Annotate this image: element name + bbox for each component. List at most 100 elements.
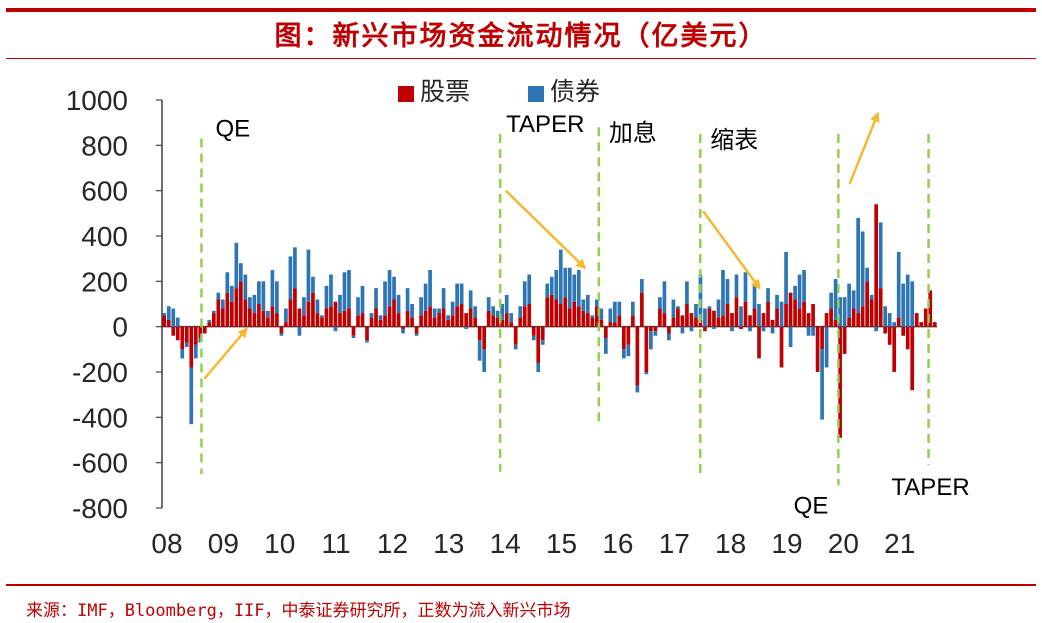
equity-bar (536, 326, 541, 363)
equity-bar (658, 308, 662, 327)
bond-bar (477, 340, 482, 361)
annotation-arrow (702, 210, 761, 290)
bond-bar (761, 326, 766, 332)
bond-bar (820, 349, 824, 420)
equity-bar (202, 326, 207, 334)
x-tick-label: 20 (828, 528, 859, 559)
equity-bar (820, 326, 824, 350)
bond-bar (802, 270, 806, 302)
bond-bar (171, 308, 176, 327)
equity-bar (599, 319, 604, 327)
bond-bar (617, 301, 622, 316)
bond-bar (770, 326, 775, 334)
bond-bar (437, 308, 441, 314)
x-tick-label: 08 (151, 528, 182, 559)
bond-bar (302, 297, 306, 316)
bond-bar (387, 270, 392, 307)
equity-bar (369, 317, 374, 327)
bond-bar (342, 272, 347, 311)
bond-bar (432, 308, 437, 318)
bond-bar (162, 313, 167, 316)
equity-bar (288, 299, 293, 327)
equity-bar (468, 308, 473, 327)
bond-bar (585, 294, 590, 314)
equity-bar (694, 317, 698, 327)
equity-bar (622, 326, 626, 350)
legend: 股票 债券 (398, 77, 600, 106)
equity-bar (396, 313, 401, 327)
equity-bar (545, 297, 550, 327)
equity-bar (477, 326, 482, 341)
bond-bar (193, 344, 198, 359)
equity-bar (887, 326, 892, 345)
bond-bar (757, 304, 761, 327)
equity-bar (833, 319, 838, 327)
equity-bar (928, 290, 933, 327)
y-tick-label: 400 (81, 221, 128, 252)
y-tick-label: -600 (72, 448, 128, 479)
annotation-arrows-layer (203, 111, 880, 380)
equity-bar (324, 308, 329, 327)
equity-bar (910, 326, 915, 391)
equity-bar (220, 308, 225, 327)
bond-bar (441, 288, 446, 309)
equity-bar (311, 292, 315, 327)
bond-bar (576, 270, 581, 307)
bond-bar (779, 301, 784, 327)
bond-bar (536, 362, 541, 372)
equity-bar (793, 299, 797, 327)
y-tick-label: 1000 (66, 85, 128, 116)
equity-bar (838, 326, 842, 438)
equity-bar (874, 204, 879, 327)
bond-bar (166, 306, 171, 320)
equity-bar (374, 308, 378, 327)
bond-bar (734, 274, 739, 298)
bond-bar (829, 292, 833, 309)
equity-bar (743, 301, 748, 327)
equity-bar (270, 306, 275, 327)
equity-bar (761, 313, 766, 327)
equity-bar (653, 326, 658, 332)
bond-bar (788, 326, 793, 348)
x-tick-label: 11 (322, 528, 351, 559)
bond-bar (784, 251, 788, 304)
bond-bar (806, 326, 811, 336)
bond-bar (549, 276, 554, 295)
equity-bar (432, 317, 437, 327)
equity-bar (779, 326, 784, 368)
equity-bar (576, 306, 581, 327)
y-tick-label: 200 (81, 266, 128, 297)
emerging-market-flows-chart: 1000 800 600 400 200 0 -200 -400 -600 -800 08 09 10 1… (66, 77, 970, 559)
bond-bar (468, 290, 473, 309)
equity-bar (914, 313, 919, 327)
equity-bar (351, 326, 356, 336)
equity-bar (869, 299, 874, 327)
bond-bar (279, 333, 284, 336)
equity-bar (707, 308, 712, 327)
equity-bar (811, 304, 815, 327)
bond-bar (626, 344, 631, 357)
equity-bar (923, 308, 928, 327)
equity-bar (329, 306, 333, 327)
equity-bar (383, 315, 387, 327)
equity-bar (162, 315, 167, 327)
bond-bar (739, 306, 743, 327)
equity-bar (590, 317, 595, 327)
equity-bar (815, 326, 820, 372)
bond-bar (689, 326, 694, 332)
x-tick-label: 10 (264, 528, 295, 559)
bond-bar (793, 285, 797, 300)
bond-bar (527, 274, 532, 304)
bond-bar (261, 281, 266, 311)
equity-bar (635, 326, 640, 386)
equity-bar (581, 310, 586, 327)
bond-bar (423, 283, 428, 311)
bond-bar (887, 313, 892, 327)
legend-equity-label: 股票 (420, 77, 470, 106)
event-label: 缩表 (710, 127, 758, 154)
equity-bar (248, 308, 252, 327)
equity-bar (405, 310, 410, 327)
bond-bar (401, 328, 405, 334)
bond-bar (455, 283, 459, 307)
equity-bar (500, 319, 505, 327)
